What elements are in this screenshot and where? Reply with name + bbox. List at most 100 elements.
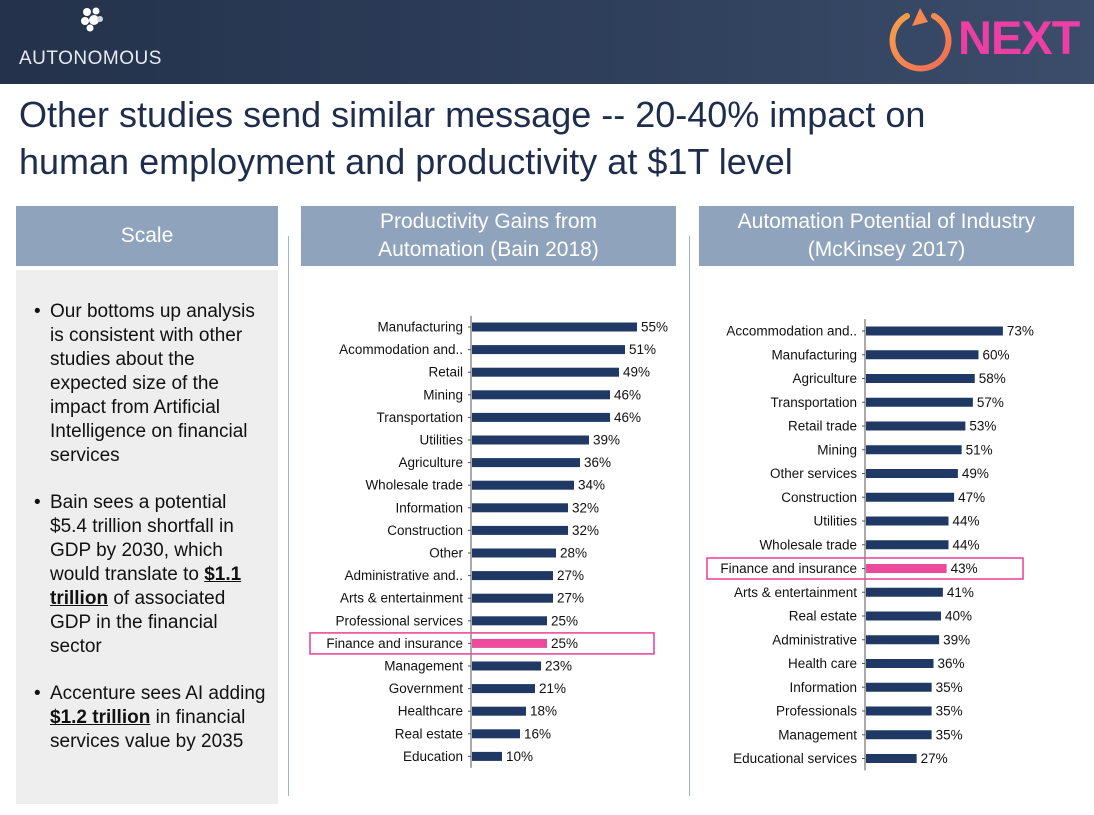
value-label: 21%: [539, 681, 566, 696]
bar: [866, 587, 943, 597]
bar: [472, 412, 610, 422]
page-title: Other studies send similar message -- 20…: [19, 91, 1079, 185]
bain-chart-header: Productivity Gains from Automation (Bain…: [301, 206, 676, 266]
bar: [866, 754, 917, 763]
bar: [866, 540, 949, 550]
highlight-box: [309, 632, 655, 655]
category-label: Real estate: [395, 726, 463, 741]
category-label: Information: [395, 500, 463, 515]
value-label: 44%: [953, 537, 980, 552]
bar-highlighted: [472, 638, 547, 648]
mckinsey-chart-title: Automation Potential of Industry (McKins…: [738, 208, 1036, 264]
value-label: 25%: [551, 636, 578, 651]
next-logo-text: NEXT: [958, 11, 1080, 64]
category-label: Utilities: [813, 514, 857, 529]
scale-panel-body: Our bottoms up analysis is consistent wi…: [16, 270, 278, 804]
value-label: 36%: [584, 455, 611, 470]
bullet-1-text: Our bottoms up analysis is consistent wi…: [50, 301, 255, 466]
bar: [472, 616, 547, 626]
value-label: 23%: [545, 659, 572, 674]
value-label: 53%: [969, 419, 996, 434]
value-label: 16%: [524, 726, 551, 741]
value-label: 34%: [578, 478, 605, 493]
category-label: Education: [403, 749, 463, 764]
category-label: Agriculture: [792, 371, 857, 386]
bar: [472, 684, 535, 694]
value-label: 49%: [962, 466, 989, 481]
category-label: Professional services: [335, 613, 463, 628]
bar: [472, 503, 568, 513]
next-logo: NEXT: [882, 4, 1092, 80]
category-label: Finance and insurance: [720, 561, 857, 576]
page-title-line2: human employment and productivity at $1T…: [19, 141, 793, 182]
scale-bullet-2: Bain sees a potential $5.4 trillion shor…: [16, 491, 278, 659]
value-label: 55%: [641, 320, 668, 335]
value-label: 28%: [560, 546, 587, 561]
bar: [472, 435, 589, 445]
bain-chart-title-line2: Automation (Bain 2018): [378, 238, 599, 261]
bar: [866, 682, 932, 692]
value-label: 51%: [966, 442, 993, 457]
category-label: Manufacturing: [377, 320, 463, 335]
bar: [472, 729, 520, 739]
category-label: Transportation: [376, 410, 463, 425]
category-label: Transportation: [770, 395, 857, 410]
category-label: Other: [429, 546, 463, 561]
bar: [472, 345, 625, 355]
value-label: 27%: [557, 591, 584, 606]
value-label: 60%: [983, 347, 1010, 362]
value-label: 46%: [614, 387, 641, 402]
bullet-3-pre: Accenture sees AI adding: [50, 683, 266, 704]
bain-chart-title-line1: Productivity Gains from: [379, 210, 598, 233]
category-label: Arts & entertainment: [340, 591, 463, 606]
highlight-box: [706, 557, 1024, 580]
bar: [866, 706, 932, 716]
bar: [866, 326, 1003, 336]
bain-bar-chart: Manufacturing 55% Acommodation and.. 51% Ret…: [309, 315, 668, 768]
category-label: Retail trade: [788, 419, 857, 434]
category-label: Retail: [428, 365, 463, 380]
bar: [472, 548, 556, 558]
category-label: Arts & entertainment: [734, 585, 857, 600]
bain-chart-title: Productivity Gains from Automation (Bain…: [378, 208, 599, 264]
bar: [472, 480, 574, 490]
value-label: 47%: [958, 490, 985, 505]
bar: [866, 492, 955, 502]
value-label: 36%: [938, 656, 965, 671]
bar: [472, 390, 610, 400]
bar: [866, 397, 973, 407]
value-label: 51%: [629, 342, 656, 357]
category-label: Health care: [788, 656, 857, 671]
value-label: 32%: [572, 523, 599, 538]
autonomous-logo-icon: [81, 7, 103, 32]
category-label: Finance and insurance: [326, 636, 463, 651]
value-label: 58%: [979, 371, 1006, 386]
value-label: 39%: [593, 433, 620, 448]
category-label: Administrative: [772, 632, 857, 647]
category-label: Construction: [781, 490, 857, 505]
divider-left: [288, 236, 289, 796]
mckinsey-chart-title-line2: (McKinsey 2017): [807, 238, 966, 261]
bar: [472, 458, 580, 468]
bar: [472, 593, 553, 603]
value-label: 49%: [623, 365, 650, 380]
category-label: Management: [384, 659, 463, 674]
bar: [472, 367, 619, 377]
scale-panel-header: Scale: [16, 206, 278, 266]
bullet-3-post: in financial services value by 2035: [50, 707, 246, 752]
category-label: Other services: [770, 466, 857, 481]
value-label: 35%: [936, 727, 963, 742]
value-label: 40%: [945, 609, 972, 624]
category-label: Administrative and..: [344, 568, 463, 583]
scale-bullet-3: Accenture sees AI adding $1.2 trillion i…: [16, 682, 278, 754]
next-logo-ring-icon: [889, 8, 952, 72]
bullet-2-post: of associated GDP in the financial secto…: [50, 588, 226, 657]
bar: [866, 635, 940, 645]
bar-highlighted: [866, 564, 947, 573]
value-label: 25%: [551, 613, 578, 628]
scale-bullet-1: Our bottoms up analysis is consistent wi…: [16, 300, 278, 468]
divider-right: [689, 236, 690, 796]
mckinsey-chart-title-line1: Automation Potential of Industry: [737, 210, 1036, 233]
bullet-2-pre: Bain sees a potential $5.4 trillion shor…: [50, 492, 234, 585]
category-label: Government: [389, 681, 464, 696]
